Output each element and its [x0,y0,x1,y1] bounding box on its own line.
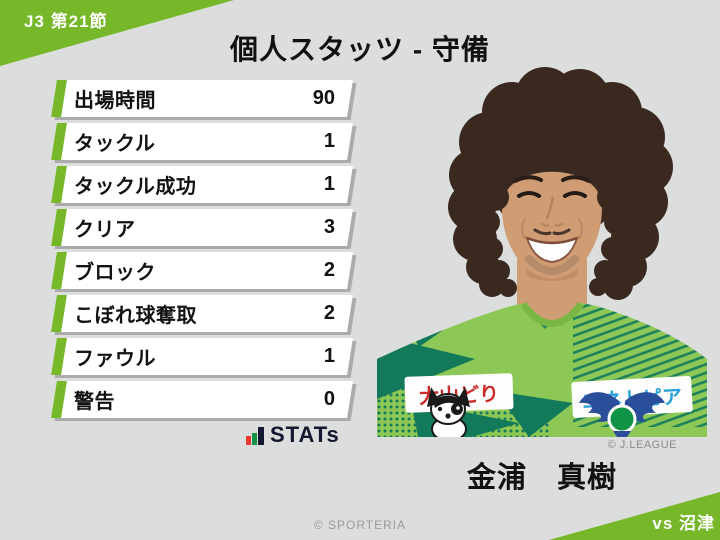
stats-logo: STATs [246,422,340,447]
stat-value: 90 [312,87,335,109]
stats-logo-text: STATs [270,422,340,447]
stat-row: こぼれ球奪取 2 [51,295,353,332]
stat-row: クリア 3 [51,209,353,246]
stat-row: 警告 0 [51,381,353,418]
player-name: 金浦 真樹 [466,462,617,494]
stat-label: ファウル [74,348,156,370]
jleague-credit: © J.LEAGUE [607,439,677,451]
stat-row: ブロック 2 [51,252,353,289]
stat-row: ファウル 1 [51,338,353,375]
stat-value: 1 [323,130,335,152]
opponent-label: vs 沼津 [652,514,715,533]
stat-label: タックル [74,133,156,155]
bar-chart-icon [246,427,264,447]
stat-label: 警告 [74,391,115,413]
matchday-label: J3 第21節 [24,12,108,31]
stat-list: 出場時間 90 タックル 1 タックル成功 1 クリア 3 ブロック 2 こぼれ… [51,80,353,418]
stat-label: こぼれ球奪取 [74,305,197,327]
page-title: 個人スタッツ - 守備 [230,34,490,65]
stat-label: 出場時間 [74,90,156,112]
stat-value: 2 [323,259,335,281]
dog-mascot [427,387,470,437]
hair-back [448,67,673,300]
stat-value: 1 [323,345,335,367]
stat-label: タックル成功 [74,176,197,198]
stat-value: 2 [323,302,335,324]
club-crest [579,392,665,437]
stat-label: クリア [74,219,136,241]
stat-row: タックル成功 1 [51,166,353,203]
stat-label: ブロック [74,262,156,284]
player-photo: 大山どり エネトピア [377,67,707,437]
stat-value: 3 [323,216,335,238]
stat-row: 出場時間 90 [51,80,353,117]
sporteria-credit: © SPORTERIA [313,518,407,532]
stat-value: 0 [323,388,335,410]
stat-row: タックル 1 [51,123,353,160]
stat-value: 1 [323,173,335,195]
hair-front [474,130,630,297]
jersey: 大山どり エネトピア [377,301,707,437]
face [502,171,602,279]
